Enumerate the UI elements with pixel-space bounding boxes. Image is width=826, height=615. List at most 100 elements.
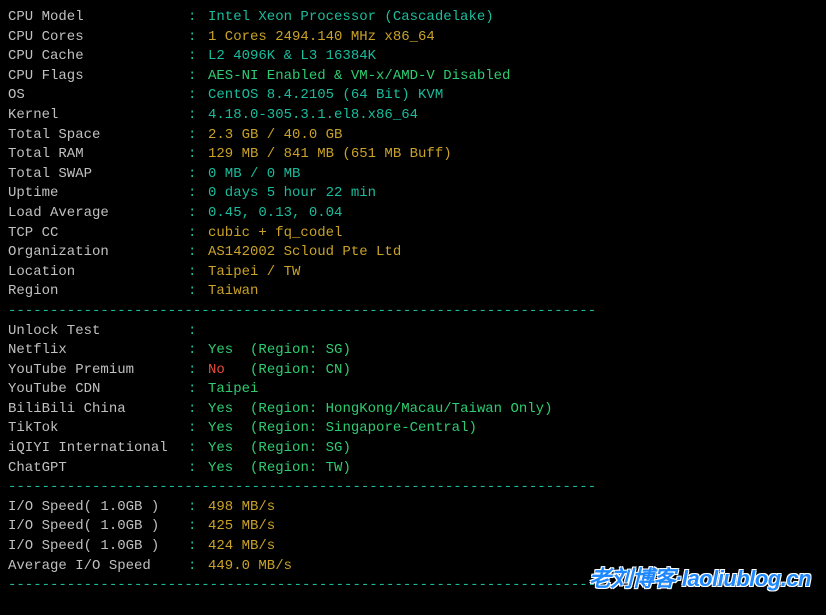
unlock-value xyxy=(208,322,818,342)
sysinfo-value-segment: 0 MB / 0 MB xyxy=(208,166,300,182)
unlock-label: YouTube Premium xyxy=(8,361,188,381)
sysinfo-label: Uptime xyxy=(8,184,188,204)
sysinfo-value: Intel Xeon Processor (Cascadelake) xyxy=(208,8,818,28)
sysinfo-row: Total Space: 2.3 GB / 40.0 GB xyxy=(8,126,818,146)
sysinfo-value-segment: Taipei / TW xyxy=(208,264,300,280)
unlock-row: Netflix: Yes (Region: SG) xyxy=(8,341,818,361)
separator-colon: : xyxy=(188,8,208,28)
sysinfo-label: CPU Cache xyxy=(8,47,188,67)
sysinfo-label: Total Space xyxy=(8,126,188,146)
sysinfo-value: 1 Cores 2494.140 MHz x86_64 xyxy=(208,28,818,48)
unlock-value: Yes (Region: TW) xyxy=(208,459,818,479)
sysinfo-label: Load Average xyxy=(8,204,188,224)
iospeed-value-segment: 498 MB/s xyxy=(208,499,275,515)
sysinfo-row: Total SWAP: 0 MB / 0 MB xyxy=(8,165,818,185)
sysinfo-value-segment: cubic + fq_codel xyxy=(208,225,342,241)
separator-colon: : xyxy=(188,419,208,439)
unlock-value-segment: Yes xyxy=(208,460,233,476)
sysinfo-label: Organization xyxy=(8,243,188,263)
sysinfo-value-segment: 1 Cores 2494.140 MHz x86_64 xyxy=(208,29,435,45)
sysinfo-value: L2 4096K & L3 16384K xyxy=(208,47,818,67)
sysinfo-value: CentOS 8.4.2105 (64 Bit) KVM xyxy=(208,86,818,106)
sysinfo-value: 4.18.0-305.3.1.el8.x86_64 xyxy=(208,106,818,126)
iospeed-row: I/O Speed( 1.0GB ): 424 MB/s xyxy=(8,537,818,557)
sysinfo-label: TCP CC xyxy=(8,224,188,244)
separator-colon: : xyxy=(188,400,208,420)
separator-colon: : xyxy=(188,439,208,459)
unlock-label: ChatGPT xyxy=(8,459,188,479)
sysinfo-value: 129 MB / 841 MB (651 MB Buff) xyxy=(208,145,818,165)
sysinfo-row: OS: CentOS 8.4.2105 (64 Bit) KVM xyxy=(8,86,818,106)
separator-colon: : xyxy=(188,517,208,537)
separator-colon: : xyxy=(188,184,208,204)
unlock-row: YouTube Premium: No (Region: CN) xyxy=(8,361,818,381)
unlock-row: ChatGPT: Yes (Region: TW) xyxy=(8,459,818,479)
unlock-label: Unlock Test xyxy=(8,322,188,342)
sysinfo-value: 2.3 GB / 40.0 GB xyxy=(208,126,818,146)
separator-colon: : xyxy=(188,224,208,244)
sysinfo-value-segment: 0.45, 0.13, 0.04 xyxy=(208,205,342,221)
sysinfo-row: TCP CC: cubic + fq_codel xyxy=(8,224,818,244)
separator-colon: : xyxy=(188,322,208,342)
sysinfo-row: Total RAM: 129 MB / 841 MB (651 MB Buff) xyxy=(8,145,818,165)
iospeed-label: I/O Speed( 1.0GB ) xyxy=(8,537,188,557)
sysinfo-row: Organization: AS142002 Scloud Pte Ltd xyxy=(8,243,818,263)
sysinfo-label: CPU Model xyxy=(8,8,188,28)
iospeed-value: 425 MB/s xyxy=(208,517,818,537)
separator-colon: : xyxy=(188,498,208,518)
sysinfo-label: Total RAM xyxy=(8,145,188,165)
unlock-row: iQIYI International: Yes (Region: SG) xyxy=(8,439,818,459)
sysinfo-value-segment: L2 4096K & L3 16384K xyxy=(208,48,376,64)
unlock-value-segment: (Region: HongKong/Macau/Taiwan Only) xyxy=(250,401,552,417)
sysinfo-label: OS xyxy=(8,86,188,106)
separator-colon: : xyxy=(188,361,208,381)
separator-colon: : xyxy=(188,86,208,106)
separator-colon: : xyxy=(188,459,208,479)
unlock-value: Yes (Region: HongKong/Macau/Taiwan Only) xyxy=(208,400,818,420)
sysinfo-label: Location xyxy=(8,263,188,283)
unlock-value: Taipei xyxy=(208,380,818,400)
unlock-label: iQIYI International xyxy=(8,439,188,459)
iospeed-label: Average I/O Speed xyxy=(8,557,188,577)
separator-colon: : xyxy=(188,67,208,87)
separator-colon: : xyxy=(188,106,208,126)
sysinfo-row: CPU Flags: AES-NI Enabled & VM-x/AMD-V D… xyxy=(8,67,818,87)
sysinfo-value: 0 MB / 0 MB xyxy=(208,165,818,185)
unlock-value-segment: (Region: TW) xyxy=(250,460,351,476)
iospeed-value-segment: 424 MB/s xyxy=(208,538,275,554)
unlock-value: Yes (Region: Singapore-Central) xyxy=(208,419,818,439)
unlock-label: Netflix xyxy=(8,341,188,361)
sysinfo-value: cubic + fq_codel xyxy=(208,224,818,244)
sysinfo-row: Location: Taipei / TW xyxy=(8,263,818,283)
sysinfo-value-segment: 0 days 5 hour 22 min xyxy=(208,185,376,201)
sysinfo-row: Load Average: 0.45, 0.13, 0.04 xyxy=(8,204,818,224)
separator-colon: : xyxy=(188,165,208,185)
sysinfo-row: Kernel: 4.18.0-305.3.1.el8.x86_64 xyxy=(8,106,818,126)
iospeed-label: I/O Speed( 1.0GB ) xyxy=(8,517,188,537)
sysinfo-value: AS142002 Scloud Pte Ltd xyxy=(208,243,818,263)
separator-colon: : xyxy=(188,282,208,302)
unlock-value-segment: Yes xyxy=(208,401,233,417)
separator-colon: : xyxy=(188,204,208,224)
unlock-value-segment: Yes xyxy=(208,420,233,436)
sysinfo-label: CPU Cores xyxy=(8,28,188,48)
iospeed-value-segment: 425 MB/s xyxy=(208,518,275,534)
sysinfo-value-segment: AES-NI Enabled & VM-x/AMD-V Disabled xyxy=(208,68,510,84)
sysinfo-row: CPU Model: Intel Xeon Processor (Cascade… xyxy=(8,8,818,28)
separator-colon: : xyxy=(188,145,208,165)
iospeed-label: I/O Speed( 1.0GB ) xyxy=(8,498,188,518)
unlock-row: YouTube CDN: Taipei xyxy=(8,380,818,400)
iospeed-value-segment: 449.0 MB/s xyxy=(208,558,292,574)
unlock-label: TikTok xyxy=(8,419,188,439)
unlock-row: BiliBili China: Yes (Region: HongKong/Ma… xyxy=(8,400,818,420)
iospeed-value: 498 MB/s xyxy=(208,498,818,518)
separator-colon: : xyxy=(188,47,208,67)
unlock-row: TikTok: Yes (Region: Singapore-Central) xyxy=(8,419,818,439)
unlock-value: Yes (Region: SG) xyxy=(208,341,818,361)
sysinfo-value-segment: 2.3 GB / 40.0 GB xyxy=(208,127,342,143)
unlock-value-segment: No xyxy=(208,362,225,378)
unlock-value-segment: (Region: SG) xyxy=(250,342,351,358)
sysinfo-label: CPU Flags xyxy=(8,67,188,87)
unlock-value: No (Region: CN) xyxy=(208,361,818,381)
unlock-value-segment: Taipei xyxy=(208,381,258,397)
